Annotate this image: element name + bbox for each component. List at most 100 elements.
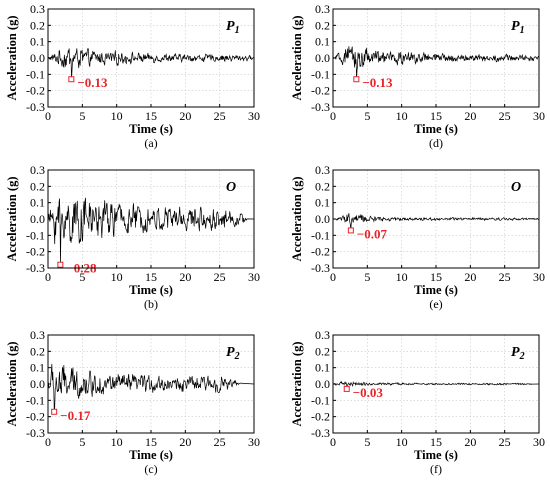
panel-tag: (a) (144, 136, 157, 150)
y-tick-label: 0.3 (30, 2, 45, 16)
panel-tag: (b) (144, 297, 158, 311)
location-subscript: 2 (519, 351, 525, 362)
x-tick-label: 15 (145, 270, 157, 284)
y-tick-label: -0.2 (311, 410, 330, 424)
x-tick-label: 25 (499, 435, 511, 449)
peak-marker (51, 408, 58, 415)
location-letter: P (511, 345, 520, 360)
x-tick-label: 25 (214, 270, 226, 284)
series-line (332, 380, 540, 389)
x-tick-label: 30 (248, 435, 260, 449)
y-axis-title: Acceleration (g) (5, 341, 19, 426)
y-tick-label: 0.3 (315, 328, 330, 342)
y-tick-label: 0.2 (30, 18, 45, 32)
y-tick-label: -0.3 (26, 100, 45, 114)
y-tick-label: -0.3 (26, 426, 45, 440)
x-tick-label: 20 (179, 109, 191, 123)
x-tick-label: 0 (330, 435, 336, 449)
x-tick-label: 30 (248, 270, 260, 284)
x-tick-label: 20 (464, 109, 476, 123)
location-letter: O (511, 180, 521, 195)
peak-marker (347, 227, 354, 234)
y-tick-label: 0.3 (30, 328, 45, 342)
y-tick-label: 0.1 (315, 35, 330, 49)
x-tick-label: 10 (396, 270, 408, 284)
y-tick-label: -0.3 (311, 100, 330, 114)
x-tick-label: 0 (45, 435, 51, 449)
x-tick-label: 20 (179, 270, 191, 284)
series-line (47, 363, 255, 412)
panel-d: −0.13 0 5 10 15 20 25 30 0.3 0.2 0.1 0.0 -0.1 -0.2 -0.… (290, 2, 545, 150)
location-label: P2 (511, 345, 525, 362)
x-tick-label: 5 (364, 270, 370, 284)
x-tick-label: 20 (179, 435, 191, 449)
x-tick-label: 30 (533, 435, 545, 449)
x-tick-label: 5 (364, 109, 370, 123)
y-tick-label: 0.1 (30, 35, 45, 49)
y-axis-title: Acceleration (g) (290, 15, 304, 100)
x-tick-label: 10 (396, 435, 408, 449)
x-axis-title: Time (s) (414, 283, 458, 297)
panel-a: −0.13 0 5 10 15 20 25 30 0.3 0.2 0.1 0.0 -0.1 -0.2 -0.… (5, 2, 260, 150)
y-tick-label: -0.2 (26, 410, 45, 424)
y-tick-label: -0.2 (311, 245, 330, 259)
x-axis-title: Time (s) (414, 122, 458, 136)
x-tick-label: 15 (430, 270, 442, 284)
panel-tag: (f) (430, 462, 442, 476)
x-tick-label: 10 (111, 270, 123, 284)
x-tick-label: 0 (45, 270, 51, 284)
peak-label: −0.13 (77, 75, 108, 90)
location-label: O (511, 180, 521, 195)
y-tick-label: 0.1 (30, 196, 45, 210)
x-tick-label: 15 (145, 109, 157, 123)
x-tick-label: 30 (533, 270, 545, 284)
x-tick-label: 15 (145, 435, 157, 449)
peak-marker (343, 385, 350, 392)
x-tick-label: 30 (248, 109, 260, 123)
panel-f: −0.03 0 5 10 15 20 25 30 0.3 0.2 0.1 0.0 -0.1 -0.2 -0.… (290, 328, 545, 476)
x-tick-label: 15 (430, 435, 442, 449)
y-tick-label: 0.3 (315, 163, 330, 177)
x-axis-title: Time (s) (414, 448, 458, 462)
y-tick-label: 0.1 (30, 361, 45, 375)
y-tick-label: 0.2 (315, 344, 330, 358)
y-tick-label: 0.3 (30, 163, 45, 177)
x-tick-label: 10 (396, 109, 408, 123)
y-tick-label: -0.3 (26, 261, 45, 275)
y-tick-label: -0.2 (26, 245, 45, 259)
series-line (332, 46, 540, 80)
y-tick-label: -0.1 (311, 393, 330, 407)
y-tick-label: 0.2 (30, 179, 45, 193)
location-letter: O (226, 180, 236, 195)
x-tick-label: 0 (45, 109, 51, 123)
location-label: P2 (226, 345, 240, 362)
panel-e: −0.07 0 5 10 15 20 25 30 0.3 0.2 0.1 0.0 -0.1 -0.2 -0.… (290, 163, 545, 311)
x-axis-title: Time (s) (129, 122, 173, 136)
y-axis-title: Acceleration (g) (5, 176, 19, 261)
x-tick-label: 5 (79, 109, 85, 123)
y-tick-label: 0.3 (315, 2, 330, 16)
y-tick-label: -0.2 (311, 84, 330, 98)
x-tick-label: 0 (330, 270, 336, 284)
location-subscript: 2 (234, 351, 240, 362)
location-label: P1 (226, 19, 240, 36)
x-tick-label: 25 (214, 109, 226, 123)
x-tick-label: 20 (464, 435, 476, 449)
x-tick-label: 15 (430, 109, 442, 123)
location-subscript: 1 (235, 25, 240, 36)
location-letter: P (226, 19, 235, 34)
y-tick-label: 0.0 (315, 212, 330, 226)
peak-marker (57, 261, 64, 268)
peak-label: −0.07 (357, 226, 388, 241)
peak-label: −0.17 (60, 408, 91, 423)
panel-tag: (e) (429, 297, 442, 311)
x-tick-label: 5 (364, 435, 370, 449)
peak-label: −0.13 (362, 75, 393, 90)
y-tick-label: 0.0 (315, 377, 330, 391)
peak-marker (68, 76, 75, 83)
y-tick-label: 0.2 (30, 344, 45, 358)
series-line (332, 213, 540, 231)
series-line (47, 48, 255, 80)
y-axis-title: Acceleration (g) (290, 176, 304, 261)
y-tick-label: 0.2 (315, 179, 330, 193)
